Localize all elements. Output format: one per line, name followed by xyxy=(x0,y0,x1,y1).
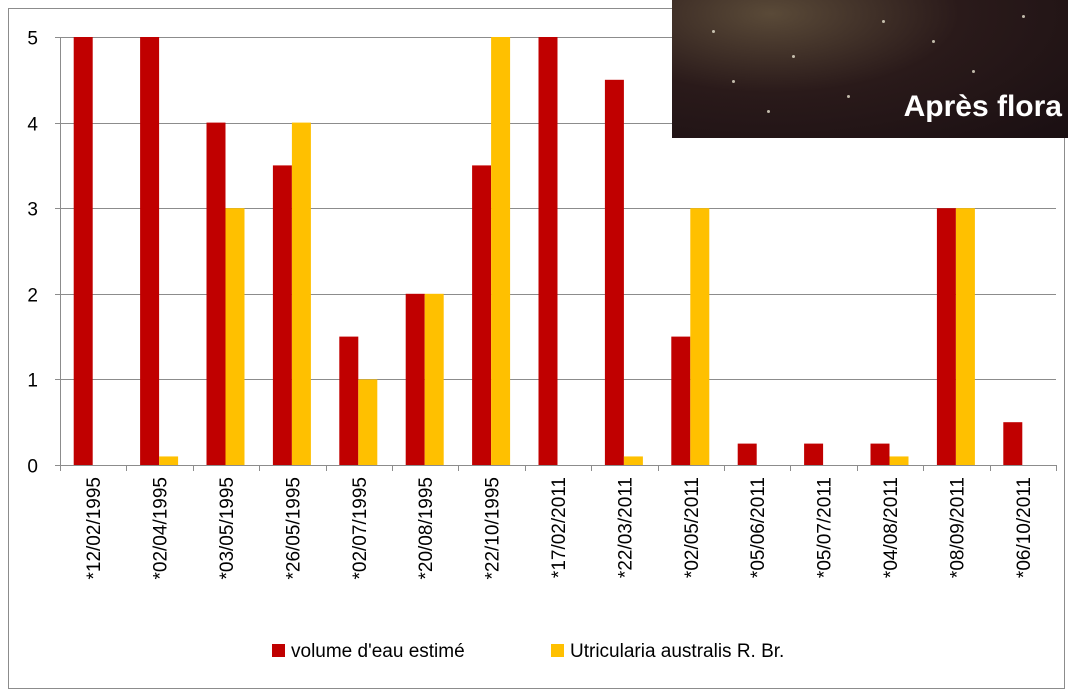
y-tick-label: 1 xyxy=(27,371,38,392)
bar-utricularia xyxy=(225,208,245,465)
legend-label: Utricularia australis R. Br. xyxy=(570,641,784,662)
bar-volume xyxy=(538,37,558,465)
x-tick-label: *22/03/2011 xyxy=(615,477,636,578)
legend-swatch xyxy=(551,644,564,657)
y-tick-label: 5 xyxy=(27,29,38,50)
bar-volume xyxy=(604,79,624,466)
x-tick-label: *26/05/1995 xyxy=(283,477,304,580)
x-tick-label: *20/08/1995 xyxy=(416,477,437,580)
bar-volume xyxy=(206,122,226,465)
x-tick-label: *04/08/2011 xyxy=(881,477,902,578)
y-tick-label: 2 xyxy=(27,286,38,307)
x-axis: *12/02/1995 *02/04/1995 *03/05/1995 *26/05/… xyxy=(60,465,1057,580)
bar-volume xyxy=(804,443,824,465)
x-tick-label: *05/06/2011 xyxy=(748,477,769,578)
y-axis: 0 1 2 3 4 5 xyxy=(27,29,61,478)
y-tick-label: 4 xyxy=(27,115,38,136)
x-tick-label: *17/02/2011 xyxy=(549,477,570,578)
y-tick-label: 0 xyxy=(27,457,38,478)
x-tick-label: *02/05/2011 xyxy=(682,477,703,578)
bar-volume xyxy=(671,336,691,465)
x-tick-label: *12/02/1995 xyxy=(84,477,105,580)
bar-volume xyxy=(272,165,292,465)
x-tick-label: *05/07/2011 xyxy=(815,477,836,578)
bar-utricularia xyxy=(690,208,710,465)
bar-volume xyxy=(870,443,890,465)
bar-utricularia xyxy=(623,456,643,465)
bar-volume xyxy=(73,37,93,465)
legend: volume d'eau estimé Utricularia australis… xyxy=(272,641,784,662)
photo-inset: Après flora xyxy=(672,0,1068,138)
bar-volume xyxy=(405,293,425,465)
x-tick-label: *03/05/1995 xyxy=(217,477,238,580)
y-tick-label: 3 xyxy=(27,200,38,221)
x-tick-label: *08/09/2011 xyxy=(947,477,968,578)
bar-utricularia xyxy=(358,379,378,465)
bars xyxy=(73,37,1023,466)
bar-volume xyxy=(1003,422,1023,465)
bar-utricularia xyxy=(291,122,311,465)
bar-volume xyxy=(472,165,492,465)
bar-utricularia xyxy=(955,208,975,465)
bar-utricularia xyxy=(159,456,179,465)
x-tick-label: *02/07/1995 xyxy=(350,477,371,580)
x-tick-label: *06/10/2011 xyxy=(1014,477,1035,578)
x-tick-label: *02/04/1995 xyxy=(151,477,172,580)
legend-label: volume d'eau estimé xyxy=(291,641,465,662)
bar-volume xyxy=(339,336,359,465)
bar-volume xyxy=(737,443,757,465)
x-tick-label: *22/10/1995 xyxy=(483,477,504,580)
legend-swatch xyxy=(272,644,285,657)
bar-volume xyxy=(936,208,956,465)
bar-utricularia xyxy=(491,37,511,465)
bar-utricularia xyxy=(889,456,909,465)
bar-volume xyxy=(140,37,160,465)
bar-utricularia xyxy=(424,293,444,465)
photo-caption: Après flora xyxy=(903,90,1062,123)
